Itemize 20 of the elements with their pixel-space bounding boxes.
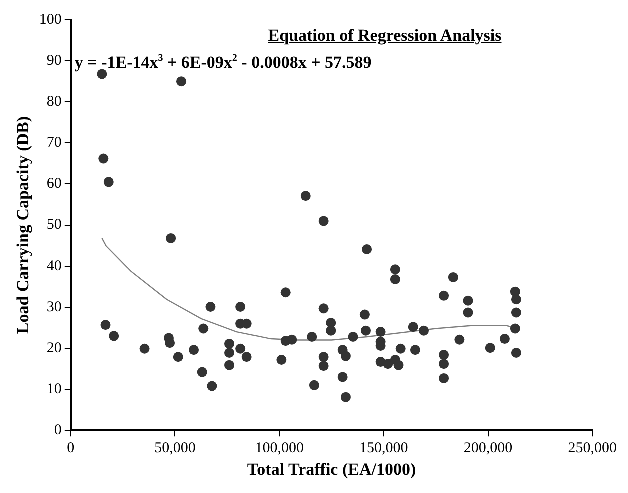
y-tick-label: 30 <box>46 299 62 316</box>
chart-title: Equation of Regression Analysis <box>268 26 502 46</box>
y-tick-label: 60 <box>46 176 62 192</box>
x-tick-label: 250,000 <box>568 440 617 457</box>
x-tick-label: 50,000 <box>154 440 196 457</box>
y-tick-label: 40 <box>46 258 62 274</box>
y-tick-label: 100 <box>39 12 62 28</box>
y-tick-label: 10 <box>46 381 62 398</box>
x-tick-label: 0 <box>67 440 75 457</box>
x-tick-label: 150,000 <box>360 440 408 457</box>
y-tick-label: 20 <box>46 340 62 356</box>
y-tick-label: 50 <box>46 217 62 234</box>
x-axis-title: Total Traffic (EA/1000) <box>247 460 416 480</box>
y-tick-label: 0 <box>54 422 62 439</box>
y-tick-label: 80 <box>46 94 62 110</box>
x-tick-label: 200,000 <box>464 440 513 457</box>
x-tick-label: 100,000 <box>255 440 304 457</box>
y-tick-label: 70 <box>46 135 62 152</box>
y-tick-label: 90 <box>46 53 62 69</box>
y-axis-title: Load Carrying Capacity (DB) <box>14 116 33 334</box>
